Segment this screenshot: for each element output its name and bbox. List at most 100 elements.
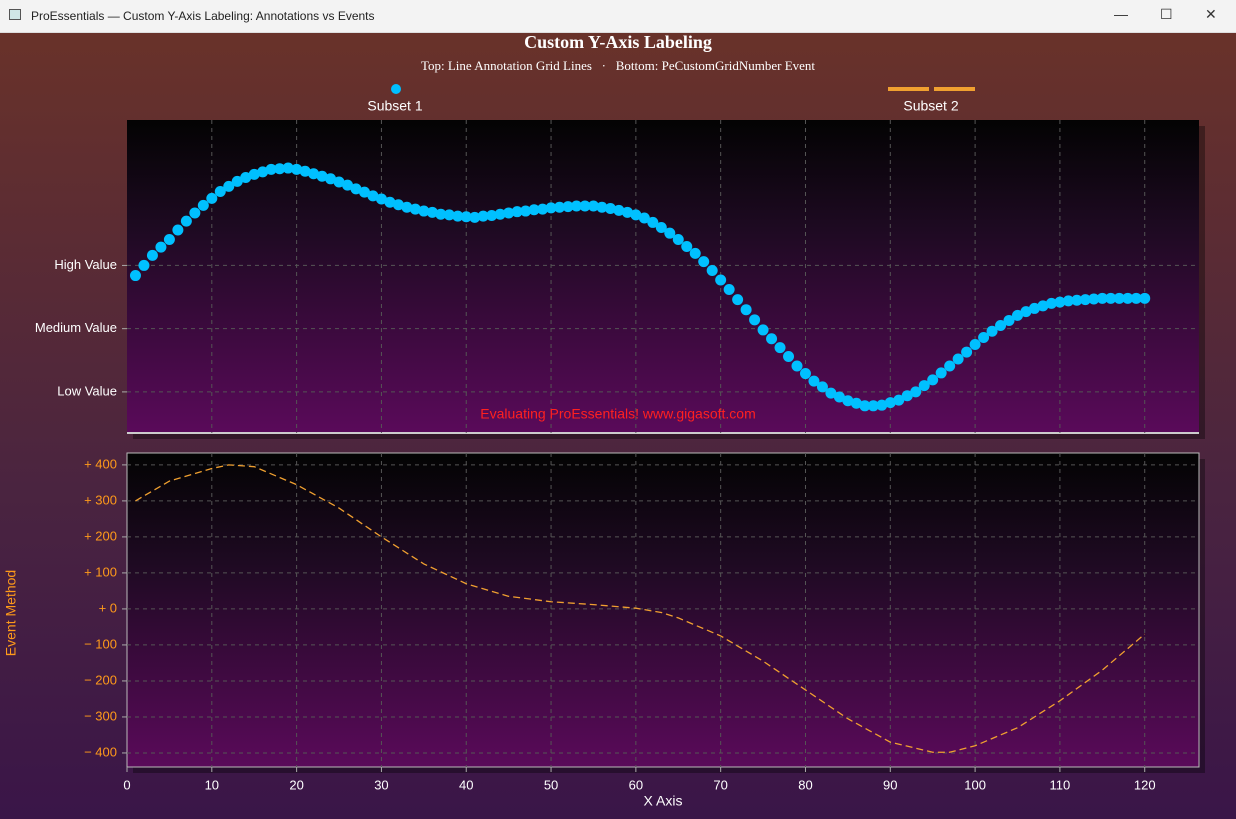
marker (333, 176, 345, 188)
marker (995, 320, 1007, 332)
marker (180, 215, 192, 227)
marker (435, 208, 447, 220)
marker (1054, 296, 1066, 308)
marker (409, 203, 421, 215)
marker (308, 168, 320, 180)
marker (630, 209, 642, 221)
marker (689, 247, 701, 259)
marker (935, 367, 947, 379)
marker (732, 294, 744, 306)
marker (587, 200, 599, 212)
marker (231, 175, 243, 187)
marker (240, 172, 252, 184)
marker (570, 200, 582, 212)
x-tick-label: 40 (459, 777, 473, 792)
marker (342, 179, 354, 191)
marker (791, 360, 803, 372)
marker (1012, 309, 1024, 321)
marker (842, 395, 854, 407)
marker (384, 196, 396, 208)
marker (638, 212, 650, 224)
marker (1096, 292, 1108, 304)
chart-subtitle: Top: Line Annotation Grid Lines · Bottom… (421, 58, 815, 73)
marker (723, 283, 735, 295)
marker (138, 259, 150, 271)
marker (799, 368, 811, 380)
marker (1079, 294, 1091, 306)
marker (197, 199, 209, 211)
legend-marker (391, 84, 401, 94)
marker (613, 204, 625, 216)
marker (545, 202, 557, 214)
marker (257, 166, 269, 178)
marker (494, 208, 506, 220)
marker (952, 353, 964, 365)
x-tick-label: 50 (544, 777, 558, 792)
marker (698, 256, 710, 268)
marker (460, 211, 472, 223)
marker (1062, 295, 1074, 307)
marker (893, 394, 905, 406)
marker (1122, 292, 1134, 304)
y-tick-label: High Value (54, 257, 117, 272)
marker (850, 397, 862, 409)
marker (783, 350, 795, 362)
marker (528, 204, 540, 216)
marker (859, 400, 871, 412)
marker (469, 211, 481, 223)
marker (503, 207, 515, 219)
marker (961, 346, 973, 358)
y-axis-label: Event Method (3, 570, 19, 656)
marker (1028, 302, 1040, 314)
x-tick-label: 10 (205, 777, 219, 792)
maximize-button[interactable]: ☐ (1160, 6, 1173, 22)
y-tick-label: + 200 (84, 528, 117, 543)
marker (910, 386, 922, 398)
minimize-button[interactable]: — (1114, 6, 1128, 22)
marker (401, 201, 413, 213)
marker (537, 203, 549, 215)
legend-label: Subset 1 (367, 98, 422, 114)
marker (655, 221, 667, 233)
marker (774, 342, 786, 354)
marker (672, 234, 684, 246)
marker (715, 274, 727, 286)
chart-title: Custom Y-Axis Labeling (524, 32, 712, 52)
marker (621, 206, 633, 218)
y-tick-label: + 100 (84, 564, 117, 579)
chart: Custom Y-Axis Labeling Top: Line Annotat… (3, 32, 1205, 809)
marker (477, 210, 489, 222)
marker (223, 180, 235, 192)
marker (706, 264, 718, 276)
marker (562, 201, 574, 213)
marker (443, 209, 455, 221)
x-axis-label: X Axis (644, 793, 683, 809)
marker (291, 163, 303, 175)
marker (740, 304, 752, 316)
marker (1037, 300, 1049, 312)
marker (486, 209, 498, 221)
y-tick-label: + 300 (84, 492, 117, 507)
marker (146, 249, 158, 261)
marker (664, 227, 676, 239)
marker (867, 400, 879, 412)
marker (681, 240, 693, 252)
marker (214, 185, 226, 197)
marker (1045, 297, 1057, 309)
data-line (135, 464, 1146, 753)
marker (579, 200, 591, 212)
marker (1020, 306, 1032, 318)
y-tick-label: Medium Value (35, 320, 117, 335)
marker (1105, 292, 1117, 304)
marker (155, 241, 167, 253)
marker (757, 324, 769, 336)
app-icon (9, 9, 21, 20)
marker (511, 206, 523, 218)
marker (163, 234, 175, 246)
y-tick-label: − 200 (84, 672, 117, 687)
marker (426, 206, 438, 218)
close-button[interactable]: ✕ (1205, 6, 1217, 22)
marker (901, 390, 913, 402)
x-tick-label: 100 (964, 777, 986, 792)
